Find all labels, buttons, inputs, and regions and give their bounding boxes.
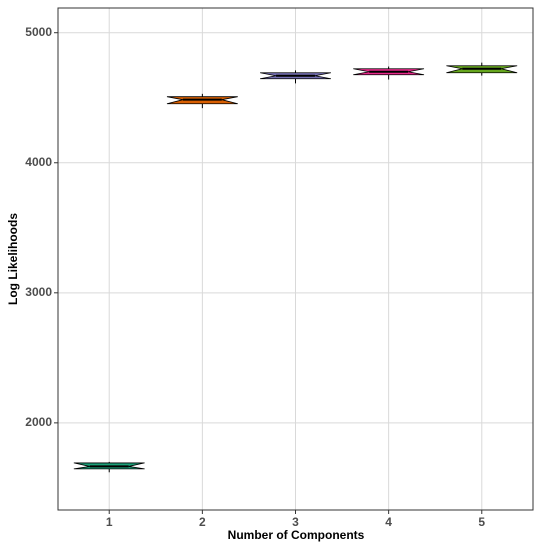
x-tick-label: 2	[199, 515, 206, 529]
panel-border	[57, 7, 534, 511]
x-tick-label: 3	[292, 515, 299, 529]
y-axis-title: Log Likelihoods	[6, 213, 20, 305]
x-tick-label: 1	[106, 515, 113, 529]
y-tick-label: 2000	[25, 415, 52, 429]
x-axis-title: Number of Components	[228, 528, 365, 542]
x-tick-label: 5	[478, 515, 485, 529]
y-tick-label: 3000	[25, 285, 52, 299]
y-tick-label: 5000	[25, 25, 52, 39]
y-tick-label: 4000	[25, 155, 52, 169]
x-tick-label: 4	[385, 515, 392, 529]
